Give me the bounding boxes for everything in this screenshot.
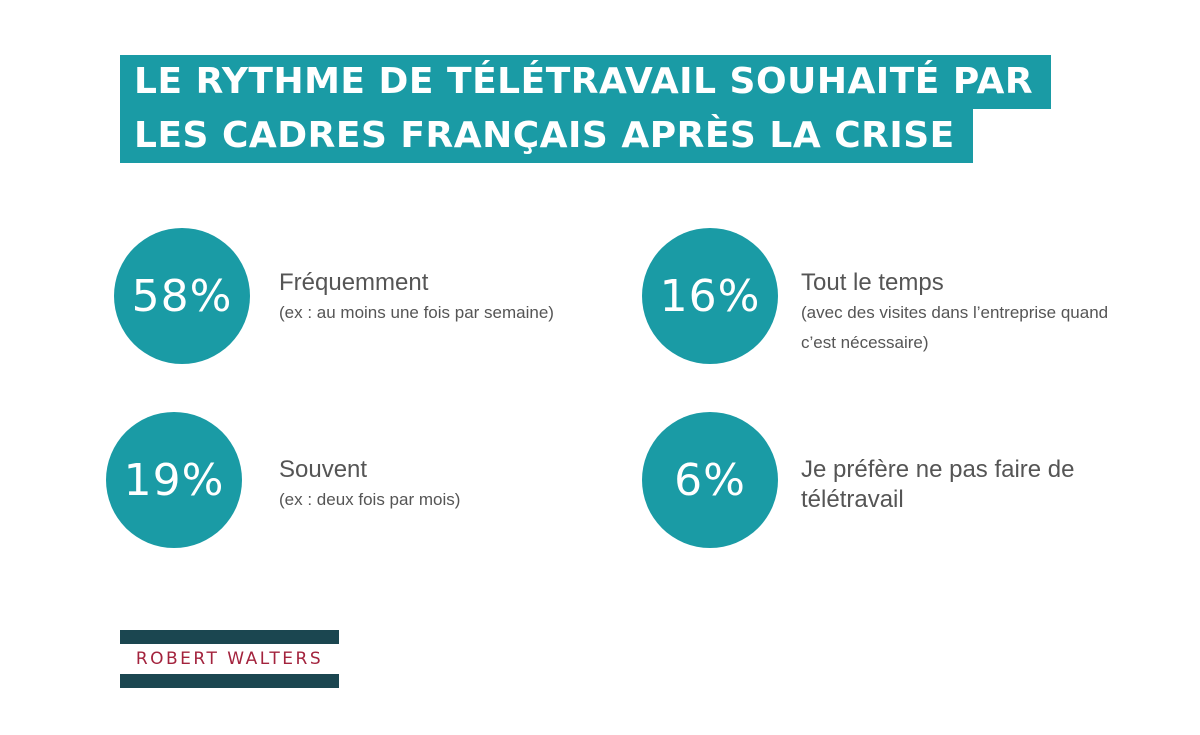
robert-walters-logo: ROBERT WALTERS [120,630,339,688]
page-title-line-1: LE RYTHME DE TÉLÉTRAVAIL SOUHAITÉ PAR [120,55,1052,109]
stat-label-no-telework: Je préfère ne pas faire de télétravail [801,455,1121,515]
stat-circle-frequently: 58% [114,228,250,364]
page-title-line-2: LES CADRES FRANÇAIS APRÈS LA CRISE [120,109,973,163]
stat-title: Souvent [279,456,368,483]
stat-circle-all-the-time: 16% [642,228,778,364]
stat-label-frequently: Fréquemment (ex : au moins une fois par … [279,268,554,328]
stat-subtitle: (ex : au moins une fois par semaine) [279,303,554,322]
stat-title: Je préfère ne pas faire de télétravail [801,456,1075,513]
stat-title: Fréquemment [279,269,429,296]
stat-subtitle: (ex : deux fois par mois) [279,490,461,509]
stat-title: Tout le temps [801,269,944,296]
logo-bar-top [120,630,339,644]
logo-text: ROBERT WALTERS [135,649,324,669]
logo-bar-bottom [120,674,339,688]
stat-circle-no-telework: 6% [642,412,778,548]
stat-circle-often: 19% [106,412,242,548]
stat-label-all-the-time: Tout le temps (avec des visites dans l’e… [801,268,1141,358]
stat-subtitle: (avec des visites dans l’entreprise quan… [801,303,1109,352]
stat-label-often: Souvent (ex : deux fois par mois) [279,455,460,515]
